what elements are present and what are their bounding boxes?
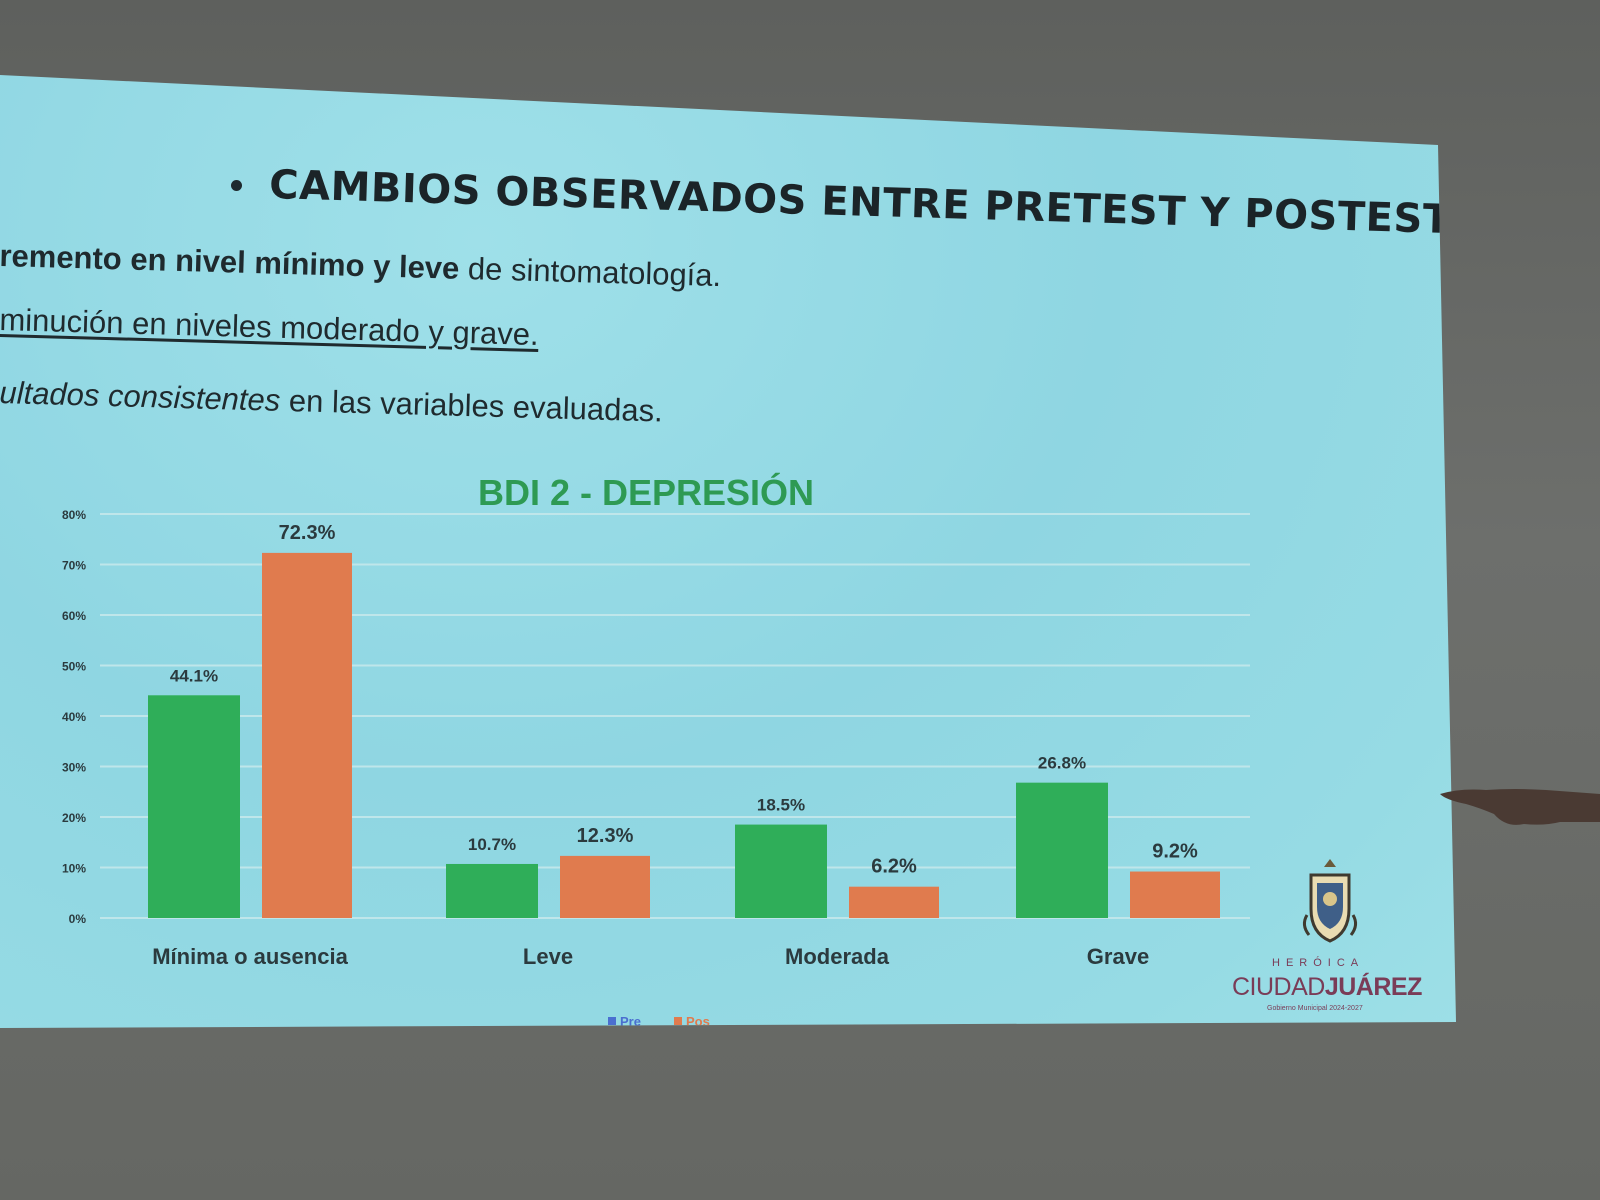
logo-subtitle: Gobierno Municipal 2024-2027	[1267, 1005, 1363, 1012]
x-tick-label: Grave	[1087, 944, 1149, 969]
y-tick-label: 0%	[69, 912, 87, 926]
logo-name: CIUDADJUÁREZ	[1232, 973, 1422, 1002]
bar-pos	[849, 886, 939, 918]
x-tick-label: Leve	[523, 944, 573, 969]
data-label: 44.1%	[170, 666, 218, 685]
bar-pre	[446, 863, 538, 918]
legend-swatch	[674, 1017, 682, 1025]
bullet-icon	[231, 180, 242, 191]
crest-icon	[1302, 859, 1358, 943]
data-label: 72.3%	[279, 522, 336, 544]
y-tick-label: 10%	[62, 862, 86, 876]
y-tick-label: 40%	[62, 710, 86, 724]
x-tick-label: Mínima o ausencia	[152, 944, 348, 969]
bar-pos	[262, 552, 352, 918]
y-tick-label: 80%	[62, 508, 86, 522]
logo-name-regular: CIUDAD	[1232, 973, 1325, 1001]
pointing-hand	[1440, 789, 1600, 825]
y-tick-label: 60%	[62, 609, 86, 623]
bar-pre	[1016, 782, 1108, 918]
data-label: 10.7%	[468, 835, 516, 854]
y-tick-label: 20%	[62, 811, 86, 825]
ciudad-juarez-logo: HERÓICA CIUDADJUÁREZ Gobierno Municipal …	[1232, 855, 1432, 1028]
data-label: 18.5%	[757, 796, 805, 815]
data-label: 6.2%	[871, 856, 917, 878]
data-label: 26.8%	[1038, 754, 1086, 773]
logo-name-bold: JUÁREZ	[1324, 973, 1423, 1001]
bar-pre	[148, 695, 240, 918]
data-label: 9.2%	[1152, 841, 1198, 863]
y-tick-label: 50%	[62, 660, 86, 674]
x-tick-label: Moderada	[785, 944, 890, 969]
legend-label: Pre	[620, 1014, 641, 1029]
bar-pos	[1130, 871, 1220, 918]
chart-title: BDI 2 - DEPRESIÓN	[478, 472, 815, 513]
y-tick-label: 30%	[62, 761, 86, 775]
legend-swatch	[608, 1017, 616, 1025]
y-tick-label: 70%	[62, 559, 86, 573]
bar-pos	[560, 855, 650, 918]
bar-pre	[735, 824, 827, 918]
data-label: 12.3%	[577, 825, 634, 847]
legend-label: Pos	[686, 1014, 710, 1029]
logo-small-text: HERÓICA	[1272, 957, 1365, 969]
